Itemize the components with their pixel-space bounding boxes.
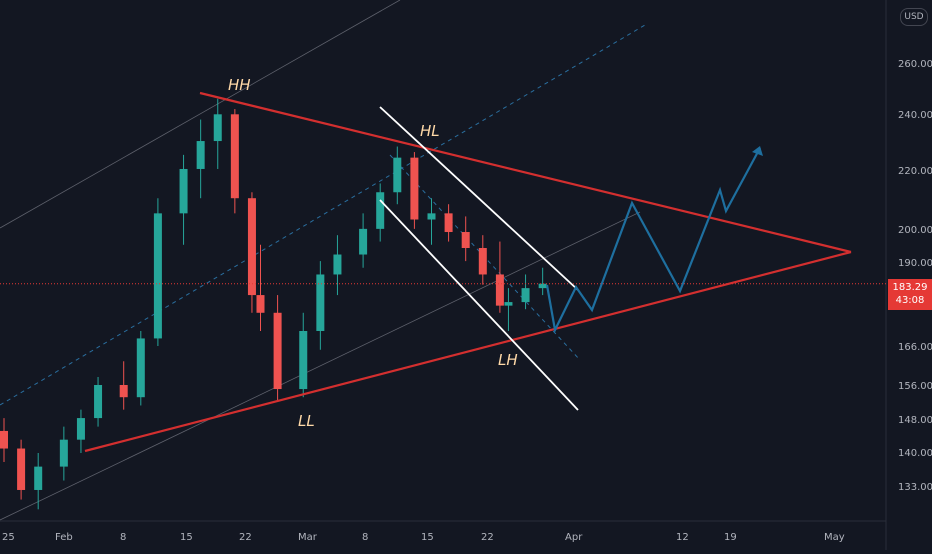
grey-channel-upper xyxy=(0,0,401,229)
triangle-upper-line[interactable] xyxy=(199,91,852,254)
y-tick-label: 260.00 xyxy=(898,59,932,70)
y-tick-label: 166.00 xyxy=(898,342,932,353)
channel-upper-line[interactable] xyxy=(379,106,579,291)
x-tick-label: Apr xyxy=(565,532,583,543)
candle-body xyxy=(478,248,487,275)
x-tick-label: May xyxy=(824,532,845,543)
y-tick-label: 190.00 xyxy=(898,258,932,269)
projection-path[interactable] xyxy=(545,147,761,334)
x-tick-label: 15 xyxy=(180,532,193,543)
annotation-hl: HL xyxy=(420,122,440,140)
x-tick-label: Feb xyxy=(55,532,73,543)
channel-lower-line[interactable] xyxy=(379,199,579,411)
last-price-value: 183.29 xyxy=(892,282,928,293)
candle-body xyxy=(94,384,103,419)
x-tick-label: 8 xyxy=(362,532,368,543)
bar-countdown: 43:08 xyxy=(895,295,925,306)
currency-button[interactable]: USD xyxy=(900,8,928,26)
candle-body xyxy=(119,384,128,398)
candle-body xyxy=(179,168,188,214)
candle-body xyxy=(316,274,325,331)
x-tick-label: 8 xyxy=(120,532,126,543)
x-tick-label: 12 xyxy=(676,532,689,543)
candle-body xyxy=(153,213,162,339)
x-tick-label: 19 xyxy=(724,532,737,543)
y-tick-label: 140.00 xyxy=(898,448,932,459)
candles-group xyxy=(0,98,547,510)
candle-body xyxy=(0,430,8,449)
candle-body xyxy=(393,157,402,193)
y-tick-label: 156.00 xyxy=(898,381,932,392)
candle-body xyxy=(17,448,26,490)
candle-body xyxy=(521,288,530,303)
projection-arrowhead xyxy=(752,146,763,156)
candle-body xyxy=(359,228,368,255)
annotation-ll: LL xyxy=(298,412,315,430)
y-tick-label: 220.00 xyxy=(898,166,932,177)
annotation-hh: HH xyxy=(228,76,251,94)
candle-body xyxy=(427,213,436,220)
x-tick-label: 22 xyxy=(481,532,494,543)
triangle-lower-line[interactable] xyxy=(84,250,852,453)
candle-body xyxy=(461,232,470,249)
candle-body xyxy=(504,302,513,306)
x-tick-label: 15 xyxy=(421,532,434,543)
candle-body xyxy=(247,198,256,296)
candle-body xyxy=(273,312,282,390)
y-tick-label: 133.00 xyxy=(898,482,932,493)
candle-body xyxy=(196,141,205,169)
candle-body xyxy=(213,114,222,142)
candle-body xyxy=(76,418,85,440)
candle-body xyxy=(410,157,419,220)
x-tick-label: 25 xyxy=(2,532,15,543)
grey-channel-lower xyxy=(0,211,641,521)
candle-body xyxy=(495,274,504,306)
candle-body xyxy=(538,283,547,289)
candle-body xyxy=(444,213,453,233)
candle-body xyxy=(59,439,68,467)
candle-body xyxy=(136,338,145,398)
candle-body xyxy=(333,254,342,275)
candle-body xyxy=(376,192,385,229)
candle-body xyxy=(299,330,308,390)
y-tick-label: 240.00 xyxy=(898,110,932,121)
x-tick-label: 22 xyxy=(239,532,252,543)
candle-body xyxy=(256,295,265,313)
y-tick-label: 148.00 xyxy=(898,415,932,426)
x-tick-label: Mar xyxy=(298,532,318,543)
last-price-badge: 183.29 43:08 xyxy=(888,279,932,310)
candle-body xyxy=(34,466,43,490)
candle-body xyxy=(230,114,239,199)
annotation-lh: LH xyxy=(498,351,518,369)
y-tick-label: 200.00 xyxy=(898,225,932,236)
